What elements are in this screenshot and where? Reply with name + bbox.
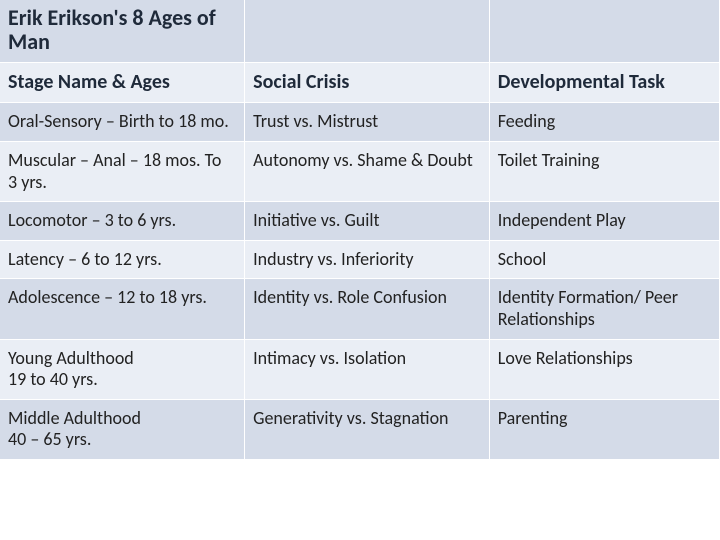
col-header-task: Developmental Task bbox=[489, 63, 719, 103]
cell-crisis: Initiative vs. Guilt bbox=[245, 202, 490, 241]
cell-task: Love Relationships bbox=[489, 339, 719, 399]
cell-crisis: Trust vs. Mistrust bbox=[245, 103, 490, 142]
table-body: Oral-Sensory – Birth to 18 mo. Trust vs.… bbox=[0, 103, 720, 460]
table-row: Oral-Sensory – Birth to 18 mo. Trust vs.… bbox=[0, 103, 720, 142]
table-title: Erik Erikson's 8 Ages of Man bbox=[0, 0, 245, 63]
cell-stage: Young Adulthood19 to 40 yrs. bbox=[0, 339, 245, 399]
cell-task: Toilet Training bbox=[489, 141, 719, 201]
cell-crisis: Generativity vs. Stagnation bbox=[245, 399, 490, 459]
cell-task: Identity Formation/ Peer Relationships bbox=[489, 279, 719, 339]
cell-task: School bbox=[489, 240, 719, 279]
cell-crisis: Identity vs. Role Confusion bbox=[245, 279, 490, 339]
table-row: Muscular – Anal – 18 mos. To3 yrs. Auton… bbox=[0, 141, 720, 201]
cell-task: Parenting bbox=[489, 399, 719, 459]
cell-task: Independent Play bbox=[489, 202, 719, 241]
cell-stage: Latency – 6 to 12 yrs. bbox=[0, 240, 245, 279]
cell-task: Feeding bbox=[489, 103, 719, 142]
header-row: Erik Erikson's 8 Ages of Man bbox=[0, 0, 720, 63]
cell-crisis: Industry vs. Inferiority bbox=[245, 240, 490, 279]
cell-stage: Adolescence – 12 to 18 yrs. bbox=[0, 279, 245, 339]
empty-header-1 bbox=[245, 0, 490, 63]
table-row: Latency – 6 to 12 yrs. Industry vs. Infe… bbox=[0, 240, 720, 279]
cell-crisis: Autonomy vs. Shame & Doubt bbox=[245, 141, 490, 201]
empty-header-2 bbox=[489, 0, 719, 63]
cell-stage: Middle Adulthood40 – 65 yrs. bbox=[0, 399, 245, 459]
table-row: Locomotor – 3 to 6 yrs. Initiative vs. G… bbox=[0, 202, 720, 241]
stages-table: Erik Erikson's 8 Ages of Man Stage Name … bbox=[0, 0, 720, 460]
slide: Erik Erikson's 8 Ages of Man Stage Name … bbox=[0, 0, 720, 540]
table-row: Young Adulthood19 to 40 yrs. Intimacy vs… bbox=[0, 339, 720, 399]
cell-stage: Muscular – Anal – 18 mos. To3 yrs. bbox=[0, 141, 245, 201]
col-header-stage: Stage Name & Ages bbox=[0, 63, 245, 103]
cell-crisis: Intimacy vs. Isolation bbox=[245, 339, 490, 399]
cell-stage: Locomotor – 3 to 6 yrs. bbox=[0, 202, 245, 241]
column-header-row: Stage Name & Ages Social Crisis Developm… bbox=[0, 63, 720, 103]
cell-stage: Oral-Sensory – Birth to 18 mo. bbox=[0, 103, 245, 142]
col-header-crisis: Social Crisis bbox=[245, 63, 490, 103]
table-row: Adolescence – 12 to 18 yrs. Identity vs.… bbox=[0, 279, 720, 339]
table-row: Middle Adulthood40 – 65 yrs. Generativit… bbox=[0, 399, 720, 459]
